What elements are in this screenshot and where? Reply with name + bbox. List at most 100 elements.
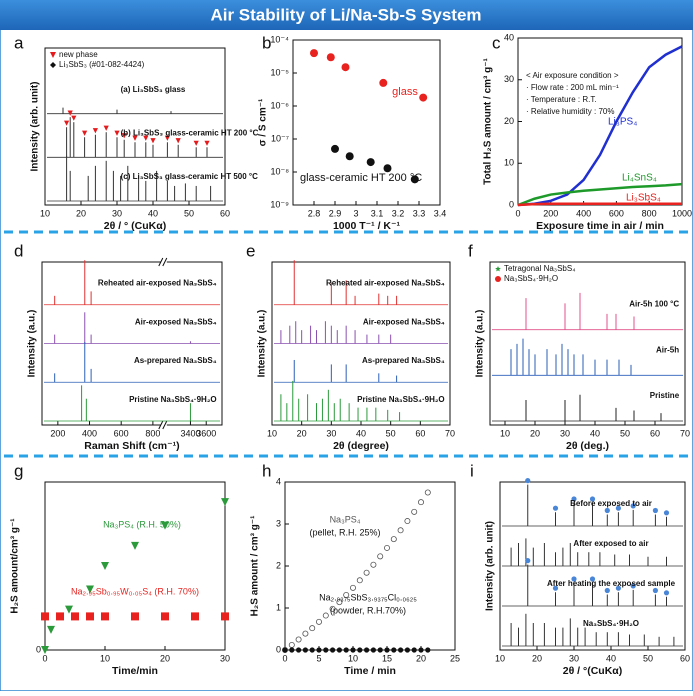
marker bbox=[193, 140, 199, 146]
marker bbox=[309, 625, 316, 632]
y-tick-label: 2 bbox=[276, 560, 281, 570]
marker bbox=[302, 647, 308, 653]
x-tick-label: 10 bbox=[100, 653, 110, 663]
panel-letter: g bbox=[14, 461, 23, 480]
x-axis-label: Raman Shift (cm⁻¹) bbox=[84, 440, 179, 452]
panel-letter: b bbox=[262, 33, 271, 52]
trace-label: Pristine bbox=[650, 391, 680, 400]
y-axis-label: Intensity (a.u.) bbox=[257, 310, 268, 378]
marker bbox=[132, 135, 138, 141]
trace-label: Pristine Na₃SbS₄·9H₂O bbox=[357, 395, 445, 404]
marker bbox=[121, 133, 127, 139]
y-axis-label: Total H₂S amount / cm³ g⁻¹ bbox=[483, 57, 494, 184]
x-tick-label: 0 bbox=[282, 653, 287, 663]
marker bbox=[349, 584, 356, 591]
marker bbox=[370, 561, 377, 568]
axis-break bbox=[158, 420, 164, 430]
series-label: glass-ceramic HT 200 °C bbox=[300, 172, 422, 184]
marker bbox=[65, 605, 73, 614]
x-tick-label: 0 bbox=[42, 653, 47, 663]
x-tick-label: 20 bbox=[416, 653, 426, 663]
y-tick-label: 1 bbox=[276, 602, 281, 612]
x-tick-label: 40 bbox=[606, 653, 616, 663]
marker bbox=[615, 505, 622, 511]
y-tick-label: 0 bbox=[276, 644, 281, 654]
x-tick-label: 30 bbox=[326, 428, 336, 438]
marker bbox=[103, 125, 109, 131]
series-note: (pellet, R.H. 25%) bbox=[309, 527, 380, 537]
marker bbox=[204, 140, 210, 146]
marker bbox=[525, 558, 531, 564]
marker bbox=[175, 138, 181, 144]
marker bbox=[350, 647, 356, 653]
x-tick-label: 20 bbox=[532, 653, 542, 663]
x-tick-label: 3.3 bbox=[413, 208, 426, 218]
plot-frame bbox=[41, 261, 223, 426]
x-tick-label: 10 bbox=[40, 208, 50, 218]
marker bbox=[143, 135, 149, 141]
series-note: (powder, R.H.70%) bbox=[330, 605, 406, 615]
marker bbox=[604, 507, 610, 514]
legend-label: Li₃SbS₃ (#01-082-4424) bbox=[59, 60, 145, 69]
y-tick-label: 10⁻⁸ bbox=[270, 166, 289, 176]
marker bbox=[41, 612, 49, 621]
marker bbox=[663, 510, 670, 516]
marker bbox=[150, 138, 156, 144]
marker bbox=[630, 503, 636, 509]
x-tick-label: 3600 bbox=[196, 428, 216, 438]
x-tick-label: 70 bbox=[445, 428, 455, 438]
x-axis-label: 2θ / °(CuKα) bbox=[563, 665, 623, 677]
marker bbox=[652, 587, 659, 594]
marker bbox=[663, 590, 670, 596]
marker bbox=[404, 518, 411, 525]
marker bbox=[384, 647, 390, 653]
marker bbox=[552, 585, 559, 591]
y-tick-label: 10⁻⁴ bbox=[270, 34, 289, 44]
marker bbox=[323, 647, 329, 653]
marker bbox=[161, 521, 169, 530]
x-tick-label: 3400 bbox=[180, 428, 200, 438]
marker bbox=[82, 130, 88, 136]
y-tick-label: 10⁻⁵ bbox=[271, 67, 290, 77]
marker bbox=[336, 647, 342, 653]
y-tick-label: 10⁻⁹ bbox=[270, 199, 289, 209]
x-tick-label: 400 bbox=[82, 428, 97, 438]
marker bbox=[315, 618, 322, 625]
marker bbox=[383, 544, 390, 551]
marker bbox=[343, 591, 350, 598]
legend-label: Na₃SbS₄·9H₂O bbox=[504, 274, 558, 283]
x-tick-label: 200 bbox=[50, 428, 65, 438]
marker bbox=[343, 647, 349, 653]
line bbox=[517, 182, 683, 207]
x-tick-label: 10 bbox=[267, 428, 277, 438]
y-tick-label: 0 bbox=[36, 644, 41, 654]
y-tick-label: 10⁻⁶ bbox=[271, 100, 290, 110]
marker bbox=[326, 53, 335, 62]
marker bbox=[589, 496, 596, 502]
marker bbox=[316, 647, 322, 653]
y-axis-label: Intensity (a.u.) bbox=[27, 310, 38, 378]
x-tick-label: 50 bbox=[386, 428, 396, 438]
axis-break bbox=[160, 258, 167, 266]
trace-label: Reheated air-exposed Na₃SbS₄ bbox=[98, 279, 217, 288]
trace-label: Before exposed to air bbox=[570, 499, 652, 508]
marker bbox=[571, 576, 577, 582]
marker bbox=[391, 647, 397, 653]
x-tick-label: 400 bbox=[576, 208, 591, 218]
marker bbox=[525, 478, 531, 484]
marker bbox=[345, 152, 354, 161]
marker bbox=[221, 498, 229, 507]
marker bbox=[295, 636, 302, 643]
x-tick-label: 1000 bbox=[672, 208, 692, 218]
marker bbox=[67, 110, 73, 116]
x-tick-label: 200 bbox=[543, 208, 558, 218]
marker bbox=[56, 612, 64, 621]
x-tick-label: 3.1 bbox=[371, 208, 384, 218]
marker bbox=[377, 553, 384, 560]
y-tick-label: 20 bbox=[504, 116, 514, 126]
x-tick-label: 15 bbox=[382, 653, 392, 663]
x-tick-label: 20 bbox=[530, 428, 540, 438]
plot-frame bbox=[489, 261, 686, 426]
marker bbox=[86, 612, 94, 621]
